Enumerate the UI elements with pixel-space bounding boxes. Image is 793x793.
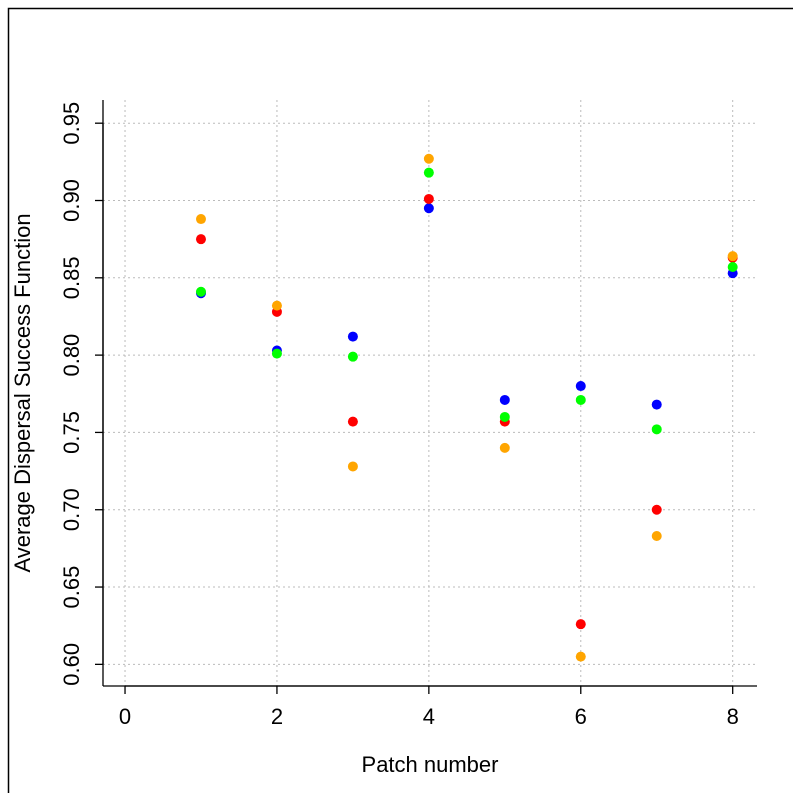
y-tick-label: 0.95	[59, 102, 84, 145]
y-axis-label: Average Dispersal Success Function	[10, 213, 35, 572]
x-tick-label: 8	[727, 704, 739, 729]
point	[347, 331, 358, 342]
point	[271, 348, 282, 359]
point	[575, 381, 586, 392]
point	[347, 416, 358, 427]
y-tick-label: 0.80	[59, 334, 84, 377]
point	[423, 193, 434, 204]
point	[499, 442, 510, 453]
point	[651, 424, 662, 435]
point	[499, 411, 510, 422]
point	[195, 286, 206, 297]
x-tick-label: 6	[575, 704, 587, 729]
point	[651, 531, 662, 542]
point	[575, 619, 586, 630]
point	[347, 461, 358, 472]
x-tick-label: 2	[271, 704, 283, 729]
y-tick-label: 0.65	[59, 566, 84, 609]
y-tick-label: 0.75	[59, 411, 84, 454]
point	[347, 351, 358, 362]
point	[423, 153, 434, 164]
point	[727, 261, 738, 272]
x-axis-label: Patch number	[362, 752, 499, 777]
point	[423, 167, 434, 178]
y-tick-label: 0.90	[59, 179, 84, 222]
y-tick-label: 0.85	[59, 256, 84, 299]
point	[499, 394, 510, 405]
frame	[7, 7, 793, 793]
point	[195, 214, 206, 225]
y-tick-label: 0.70	[59, 488, 84, 531]
x-tick-label: 4	[423, 704, 435, 729]
point	[651, 399, 662, 410]
y-tick-label: 0.60	[59, 643, 84, 686]
point	[575, 651, 586, 662]
point	[423, 203, 434, 214]
point	[575, 394, 586, 405]
x-tick-label: 0	[119, 704, 131, 729]
point	[271, 300, 282, 311]
point	[651, 504, 662, 515]
point	[195, 234, 206, 245]
point	[727, 251, 738, 262]
